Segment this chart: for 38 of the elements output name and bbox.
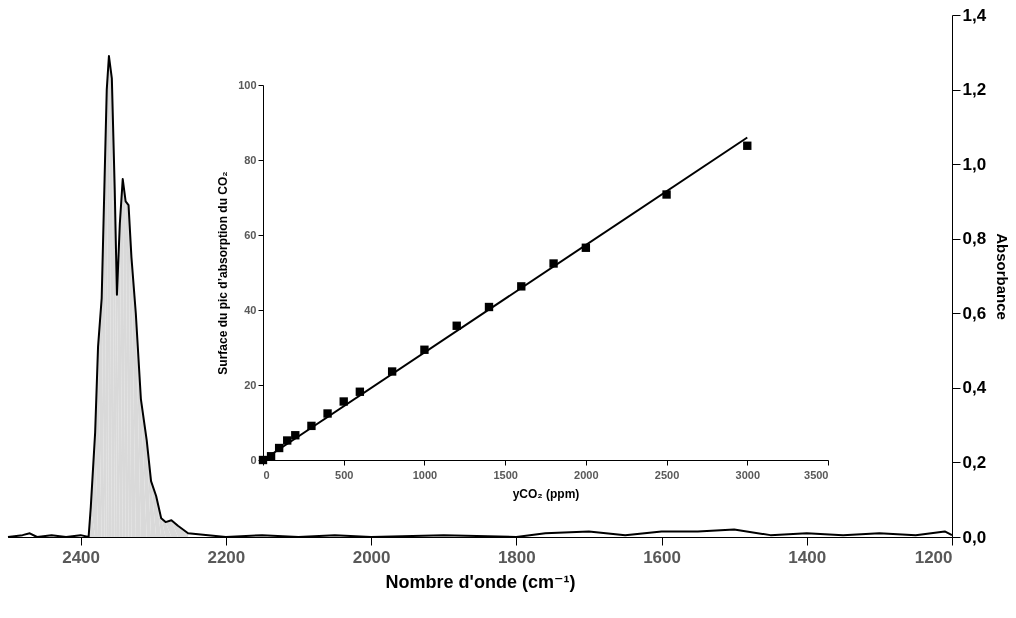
y2-axis-title: Absorbance — [994, 233, 1012, 320]
y-axis-title: Surface du pic d’absorption du CO₂ — [216, 171, 231, 375]
y2-tick-label: 0,2 — [962, 452, 987, 472]
y-tick-label: 40 — [244, 303, 257, 316]
x-tick-label: 0 — [263, 468, 270, 481]
y2-tick-label: 1,2 — [962, 80, 987, 100]
y-tick-label: 20 — [244, 378, 257, 391]
point — [743, 141, 752, 150]
x-tick-label: 3000 — [735, 468, 761, 481]
point — [662, 190, 671, 199]
x-tick-label: 2400 — [62, 547, 101, 567]
y-tick-label: 80 — [244, 153, 257, 166]
x-tick-label: 1200 — [914, 547, 953, 567]
x-tick-label: 3500 — [804, 468, 829, 481]
point — [323, 409, 332, 418]
x-tick-label: 1400 — [788, 547, 827, 567]
x-tick-label: 1800 — [497, 547, 536, 567]
x-axis-title: yCO₂ (ppm) — [512, 486, 580, 501]
y2-tick-label: 1,0 — [962, 154, 987, 174]
x-tick-label: 2200 — [207, 547, 246, 567]
y2-tick-label: 0,6 — [962, 303, 987, 323]
x-tick-label: 1600 — [643, 547, 681, 567]
x-tick-label: 2000 — [352, 547, 391, 567]
x-tick-label: 2500 — [654, 468, 680, 481]
x-tick-label: 1500 — [493, 468, 518, 481]
x-tick-label: 500 — [335, 468, 354, 481]
y2-tick-label: 0,4 — [962, 378, 987, 398]
y-tick-label: 60 — [244, 228, 257, 241]
y2-tick-label: 0,8 — [962, 229, 987, 249]
x-axis-title: Nombre d'onde (cm⁻¹) — [385, 571, 576, 592]
y-tick-label: 100 — [238, 78, 257, 91]
x-tick-label: 1000 — [412, 468, 438, 481]
point — [549, 259, 558, 268]
y2-tick-label: 1,4 — [962, 5, 987, 25]
point — [339, 397, 348, 406]
x-tick-label: 2000 — [574, 468, 599, 481]
y2-tick-label: 0,0 — [962, 527, 987, 547]
y-tick-label: 0 — [250, 453, 257, 466]
